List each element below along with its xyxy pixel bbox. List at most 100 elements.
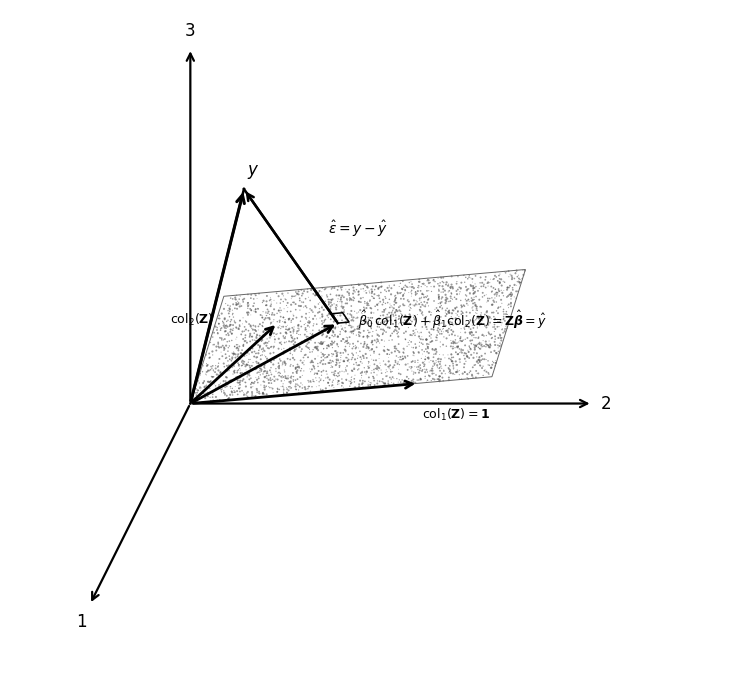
Point bbox=[406, 279, 418, 289]
Point bbox=[445, 293, 457, 304]
Point bbox=[480, 330, 492, 341]
Point bbox=[284, 376, 296, 387]
Point bbox=[378, 316, 390, 327]
Point bbox=[223, 336, 235, 347]
Point bbox=[293, 388, 305, 398]
Point bbox=[226, 352, 238, 363]
Point bbox=[254, 369, 266, 380]
Point bbox=[445, 367, 457, 378]
Point bbox=[236, 367, 248, 378]
Point bbox=[405, 357, 417, 367]
Point bbox=[386, 306, 398, 317]
Point bbox=[443, 330, 455, 341]
Point bbox=[302, 343, 314, 353]
Point bbox=[225, 361, 237, 371]
Point bbox=[379, 285, 391, 295]
Point bbox=[228, 385, 240, 396]
Point bbox=[340, 365, 352, 376]
Point bbox=[225, 326, 237, 337]
Point bbox=[301, 326, 313, 337]
Point bbox=[343, 320, 355, 330]
Point bbox=[240, 324, 252, 335]
Point bbox=[266, 308, 278, 318]
Point bbox=[287, 367, 299, 378]
Point bbox=[283, 314, 295, 324]
Point bbox=[328, 299, 340, 310]
Point bbox=[218, 314, 231, 324]
Point bbox=[330, 346, 342, 357]
Point bbox=[365, 307, 377, 318]
Point bbox=[261, 368, 273, 379]
Point bbox=[385, 374, 397, 384]
Point bbox=[382, 316, 394, 326]
Point bbox=[317, 328, 329, 339]
Point bbox=[421, 285, 433, 296]
Point bbox=[411, 299, 423, 310]
Point bbox=[243, 349, 256, 359]
Point bbox=[431, 360, 443, 371]
Point bbox=[251, 330, 263, 341]
Point bbox=[268, 343, 280, 353]
Point bbox=[293, 322, 305, 332]
Point bbox=[346, 326, 358, 337]
Point bbox=[247, 357, 259, 368]
Point bbox=[380, 360, 392, 371]
Point bbox=[318, 343, 330, 354]
Point bbox=[421, 291, 433, 302]
Point bbox=[486, 308, 498, 318]
Point bbox=[231, 375, 243, 386]
Point bbox=[305, 305, 318, 316]
Point bbox=[445, 289, 457, 299]
Point bbox=[429, 318, 441, 329]
Point bbox=[389, 293, 401, 304]
Point bbox=[366, 354, 378, 365]
Point bbox=[341, 315, 353, 326]
Point bbox=[262, 308, 274, 318]
Point bbox=[331, 318, 343, 329]
Point bbox=[214, 367, 226, 378]
Point bbox=[421, 297, 433, 308]
Point bbox=[345, 310, 358, 320]
Point bbox=[337, 334, 349, 345]
Point bbox=[307, 374, 319, 385]
Point bbox=[238, 326, 250, 336]
Point bbox=[347, 316, 359, 326]
Point bbox=[254, 330, 266, 341]
Point bbox=[224, 312, 236, 322]
Point bbox=[376, 281, 388, 292]
Point bbox=[483, 369, 495, 380]
Point bbox=[283, 336, 295, 347]
Point bbox=[468, 339, 480, 350]
Point bbox=[203, 365, 215, 376]
Point bbox=[218, 319, 230, 330]
Point bbox=[431, 374, 443, 384]
Point bbox=[252, 367, 264, 378]
Point bbox=[372, 330, 384, 341]
Point bbox=[332, 371, 344, 382]
Point bbox=[229, 303, 241, 314]
Point bbox=[475, 272, 487, 283]
Point bbox=[327, 349, 339, 359]
Point bbox=[419, 373, 431, 384]
Point bbox=[347, 282, 359, 293]
Point bbox=[443, 285, 455, 296]
Point bbox=[445, 341, 457, 352]
Point bbox=[320, 383, 332, 394]
Point bbox=[293, 325, 305, 336]
Point bbox=[405, 287, 417, 297]
Point bbox=[496, 298, 508, 309]
Point bbox=[333, 376, 345, 386]
Point bbox=[475, 355, 487, 365]
Point bbox=[464, 288, 476, 299]
Point bbox=[331, 349, 343, 360]
Point bbox=[274, 315, 286, 326]
Point bbox=[373, 338, 386, 349]
Point bbox=[368, 346, 380, 357]
Point bbox=[393, 305, 405, 316]
Point bbox=[215, 347, 227, 357]
Point bbox=[404, 305, 416, 316]
Point bbox=[330, 374, 342, 384]
Point bbox=[406, 376, 418, 386]
Point bbox=[207, 365, 219, 376]
Point bbox=[259, 372, 271, 383]
